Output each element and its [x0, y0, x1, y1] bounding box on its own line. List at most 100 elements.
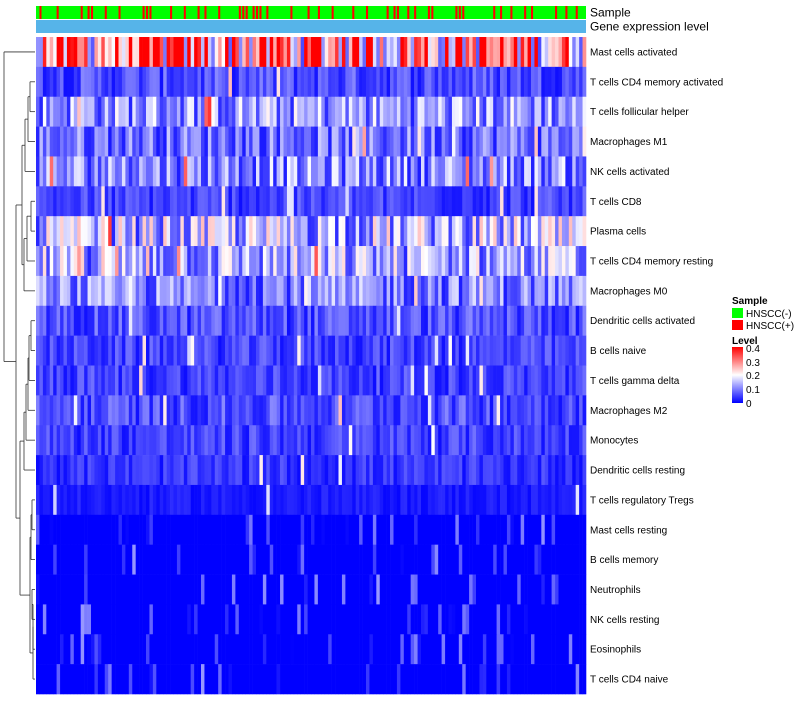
heatmap-cell: [582, 305, 587, 336]
heatmap-cell: [228, 335, 233, 366]
heatmap-cell: [183, 425, 188, 456]
heatmap-cell: [53, 634, 57, 665]
heatmap-cell: [476, 37, 480, 68]
heatmap-cell: [527, 66, 532, 98]
heatmap-cell: [46, 395, 51, 426]
heatmap-cell: [256, 574, 260, 605]
heatmap-cell: [149, 395, 154, 426]
heatmap-cell: [60, 425, 64, 456]
heatmap-cell: [317, 216, 322, 247]
heatmap-cell: [513, 156, 518, 187]
heatmap-cell: [534, 246, 539, 277]
heatmap-cell: [496, 604, 501, 635]
heatmap-cell: [286, 275, 291, 307]
heatmap-cell: [238, 96, 243, 127]
heatmap-cell: [403, 216, 408, 247]
heatmap-cell: [269, 484, 274, 516]
heatmap-cell: [128, 275, 133, 307]
heatmap-cell: [311, 66, 315, 98]
heatmap-cell: [70, 37, 75, 68]
heatmap-cell: [63, 604, 68, 635]
heatmap-cell: [142, 335, 147, 366]
heatmap-cell: [372, 37, 377, 68]
heatmap-cell: [472, 37, 477, 68]
heatmap-cell: [427, 395, 432, 426]
heatmap-cell: [451, 634, 456, 665]
heatmap-cell: [324, 514, 329, 545]
heatmap-cell: [56, 126, 61, 157]
heatmap-cell: [84, 186, 88, 217]
heatmap-cell: [235, 395, 240, 426]
heatmap-cell: [531, 335, 535, 366]
heatmap-cell: [396, 455, 401, 486]
heatmap-cell: [152, 634, 157, 665]
heatmap-cell: [537, 275, 542, 307]
heatmap-cell: [280, 126, 284, 157]
heatmap-cell: [39, 96, 44, 127]
heatmap-cell: [503, 126, 508, 157]
heatmap-cell: [204, 37, 209, 68]
heatmap-cell: [520, 574, 525, 605]
heatmap-cell: [396, 156, 401, 187]
heatmap-cell: [187, 66, 191, 98]
heatmap-cell: [225, 425, 229, 456]
heatmap-cell: [266, 514, 271, 545]
heatmap-cell: [228, 604, 233, 635]
heatmap-cell: [142, 156, 147, 187]
heatmap-cell: [324, 604, 329, 635]
heatmap-cell: [393, 425, 398, 456]
heatmap-cell: [565, 544, 570, 575]
heatmap-cell: [503, 574, 508, 605]
heatmap-cell: [531, 156, 535, 187]
heatmap-cell: [379, 305, 384, 336]
heatmap-cell: [561, 544, 566, 575]
heatmap-cell: [421, 484, 425, 516]
heatmap-cell: [139, 305, 143, 336]
heatmap-cell: [324, 126, 329, 157]
heatmap-cell: [345, 37, 350, 68]
heatmap-cell: [156, 246, 161, 277]
heatmap-cell: [252, 246, 257, 277]
heatmap-cell: [91, 634, 95, 665]
heatmap-cell: [262, 335, 267, 366]
heatmap-cell: [317, 574, 322, 605]
heatmap-cell: [493, 96, 497, 127]
heatmap-cell: [238, 335, 243, 366]
heatmap-cell: [273, 455, 277, 486]
heatmap-cell: [73, 246, 78, 277]
heatmap-cell: [510, 484, 515, 516]
heatmap-cell: [486, 574, 491, 605]
heatmap-cell: [187, 664, 191, 695]
heatmap-cell: [46, 96, 51, 127]
heatmap-cell: [307, 246, 312, 277]
heatmap-cell: [60, 216, 64, 247]
heatmap-cell: [197, 335, 202, 366]
heatmap-cell: [214, 96, 219, 127]
heatmap-cell: [286, 634, 291, 665]
heatmap-cell: [314, 365, 319, 396]
heatmap-cell: [87, 574, 92, 605]
heatmap-cell: [568, 544, 573, 575]
heatmap-cell: [369, 66, 374, 98]
heatmap-cell: [300, 395, 305, 426]
heatmap-cell: [355, 66, 360, 98]
heatmap-cell: [352, 156, 356, 187]
heatmap-cell: [359, 395, 363, 426]
heatmap-cell: [94, 365, 99, 396]
sample-annotation-cell: [565, 6, 568, 19]
heatmap-cell: [132, 37, 136, 68]
heatmap-cell: [400, 664, 405, 695]
heatmap-cell: [352, 96, 356, 127]
heatmap-cell: [386, 305, 391, 336]
heatmap-cell: [379, 126, 384, 157]
heatmap-cell: [163, 335, 167, 366]
heatmap-cell: [128, 425, 133, 456]
heatmap-cell: [118, 275, 123, 307]
heatmap-cell: [579, 604, 583, 635]
heatmap-cell: [403, 634, 408, 665]
heatmap-cell: [489, 634, 494, 665]
heatmap-cell: [527, 455, 532, 486]
heatmap-cell: [173, 335, 178, 366]
heatmap-cell: [36, 246, 40, 277]
heatmap-cell: [372, 246, 377, 277]
